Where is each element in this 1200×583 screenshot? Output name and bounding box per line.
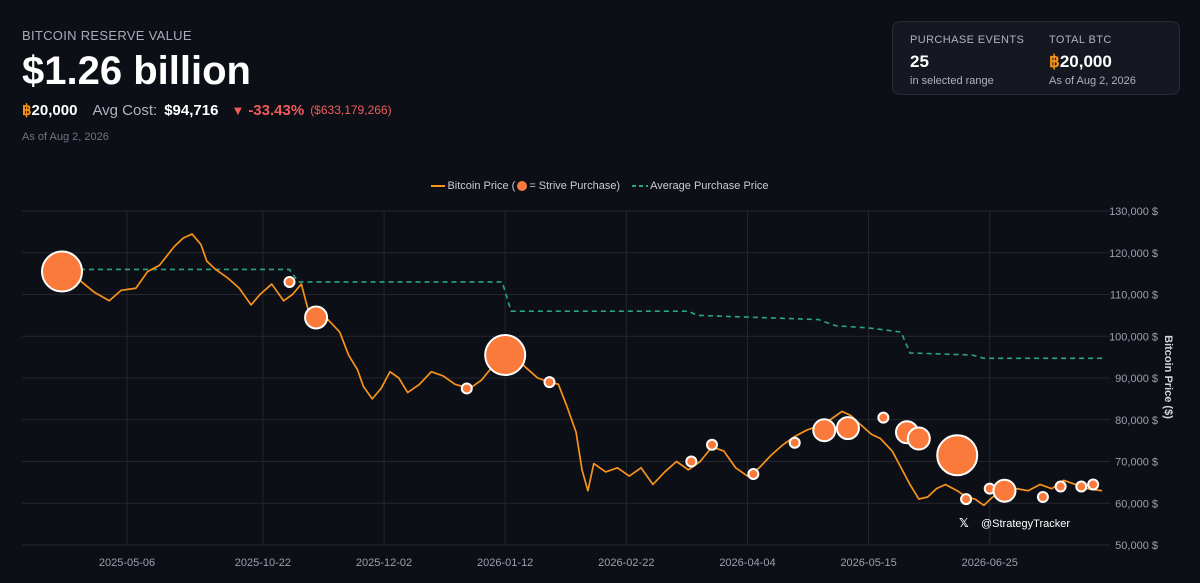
btc-symbol-icon: ฿ — [1049, 52, 1060, 71]
avg-cost-label: Avg Cost: — [92, 101, 158, 119]
reserve-details: ฿ 20,000 Avg Cost: $94,716 ▼ -33.43% ($6… — [22, 101, 392, 120]
y-tick-label: 70,000 $ — [1115, 457, 1158, 469]
purchase-marker — [1075, 480, 1088, 493]
x-tick-label: 2025-10-22 — [235, 557, 291, 569]
total-btc-label: TOTAL BTC — [1049, 34, 1112, 46]
x-tick-label: 2026-05-15 — [840, 557, 896, 569]
purchase-marker — [543, 376, 556, 389]
average-line-swatch-icon — [632, 185, 649, 187]
purchase-marker — [936, 434, 979, 477]
purchase-dot-icon — [517, 181, 528, 191]
change-amount: ($633,179,266) — [310, 103, 392, 117]
purchase-marker — [283, 275, 296, 288]
legend-item-price[interactable]: Bitcoin Price ( = Strive Purchase) — [431, 180, 620, 192]
purchase-events-stat: PURCHASE EVENTS 25 in selected range — [910, 34, 1024, 87]
y-axis: 50,000 $ 60,000 $ 70,000 $ 80,000 $ 90,000 $… — [1109, 206, 1158, 552]
watermark-handle: @StrategyTracker — [981, 518, 1070, 530]
y-tick-label: 80,000 $ — [1115, 415, 1158, 427]
chart-legend: Bitcoin Price ( = Strive Purchase) Avera… — [0, 180, 1200, 192]
total-btc-value: 20,000 — [1059, 52, 1112, 71]
purchase-marker — [835, 416, 860, 441]
down-arrow-icon: ▼ — [231, 102, 245, 118]
purchase-marker — [1036, 490, 1049, 503]
purchase-marker — [706, 438, 718, 451]
y-axis-title: Bitcoin Price ($) — [1162, 335, 1174, 419]
x-tick-label: 2026-01-12 — [477, 557, 533, 569]
chart-lines — [61, 233, 1103, 507]
x-tick-label: 2025-05-06 — [99, 557, 155, 569]
x-tick-label: 2026-02-22 — [598, 557, 654, 569]
purchase-marker — [41, 250, 83, 293]
legend-price-label-end: = Strive Purchase) — [529, 180, 621, 192]
reserve-label: BITCOIN RESERVE VALUE — [22, 28, 192, 43]
y-tick-label: 120,000 $ — [1109, 248, 1158, 260]
stats-card: PURCHASE EVENTS 25 in selected range TOT… — [892, 21, 1180, 95]
purchase-marker — [877, 411, 890, 424]
purchase-marker — [1087, 478, 1100, 491]
x-axis: 2025-05-06 2025-10-22 2025-12-02 2026-01-12… — [99, 557, 1018, 569]
total-btc-value-row: ฿20,000 — [1049, 52, 1136, 72]
total-btc-sub: As of Aug 2, 2026 — [1049, 75, 1136, 87]
reserve-summary: BITCOIN RESERVE VALUE $1.26 billion ฿ 20… — [22, 28, 392, 143]
y-tick-label: 130,000 $ — [1109, 206, 1158, 218]
btc-amount: 20,000 — [31, 101, 78, 119]
legend-price-label-start: Bitcoin Price ( — [447, 180, 516, 192]
as-of-date: As of Aug 2, 2026 — [22, 131, 109, 143]
purchase-markers — [41, 250, 1100, 506]
y-tick-label: 60,000 $ — [1115, 498, 1158, 510]
purchase-marker — [685, 455, 698, 468]
chart-grid — [22, 210, 1110, 546]
btc-symbol-icon: ฿ — [22, 102, 32, 119]
legend-item-average[interactable]: Average Purchase Price — [632, 180, 769, 192]
legend-average-label: Average Purchase Price — [650, 180, 769, 192]
purchase-marker — [992, 478, 1017, 503]
purchase-marker — [906, 426, 931, 451]
x-tick-label: 2025-12-02 — [356, 557, 412, 569]
purchase-marker — [304, 305, 329, 330]
y-tick-label: 100,000 $ — [1109, 331, 1158, 343]
bitcoin-price-line — [61, 233, 1103, 507]
avg-cost-value: $94,716 — [164, 101, 219, 119]
average-price-line — [62, 268, 1102, 360]
purchase-events-value: 25 — [910, 52, 929, 71]
purchase-marker — [960, 493, 973, 506]
purchase-marker — [788, 436, 801, 449]
x-tick-label: 2026-04-04 — [719, 557, 775, 569]
change-percent: -33.43% — [248, 101, 305, 119]
purchase-events-sub: in selected range — [910, 75, 994, 87]
total-btc-stat: TOTAL BTC ฿20,000 As of Aug 2, 2026 — [1049, 34, 1136, 87]
purchase-marker — [812, 418, 837, 443]
price-line-swatch-icon — [431, 185, 446, 187]
reserve-value: $1.26 billion — [22, 49, 251, 93]
x-logo-icon: 𝕏 — [959, 516, 969, 530]
y-tick-label: 50,000 $ — [1115, 540, 1158, 552]
y-tick-label: 90,000 $ — [1115, 373, 1158, 385]
y-tick-label: 110,000 $ — [1110, 290, 1158, 302]
purchase-marker — [1054, 480, 1067, 493]
purchase-marker — [460, 382, 473, 395]
purchase-marker — [484, 334, 527, 377]
x-tick-label: 2026-06-25 — [962, 557, 1018, 569]
purchase-marker — [747, 468, 760, 481]
purchase-events-label: PURCHASE EVENTS — [910, 34, 1025, 46]
